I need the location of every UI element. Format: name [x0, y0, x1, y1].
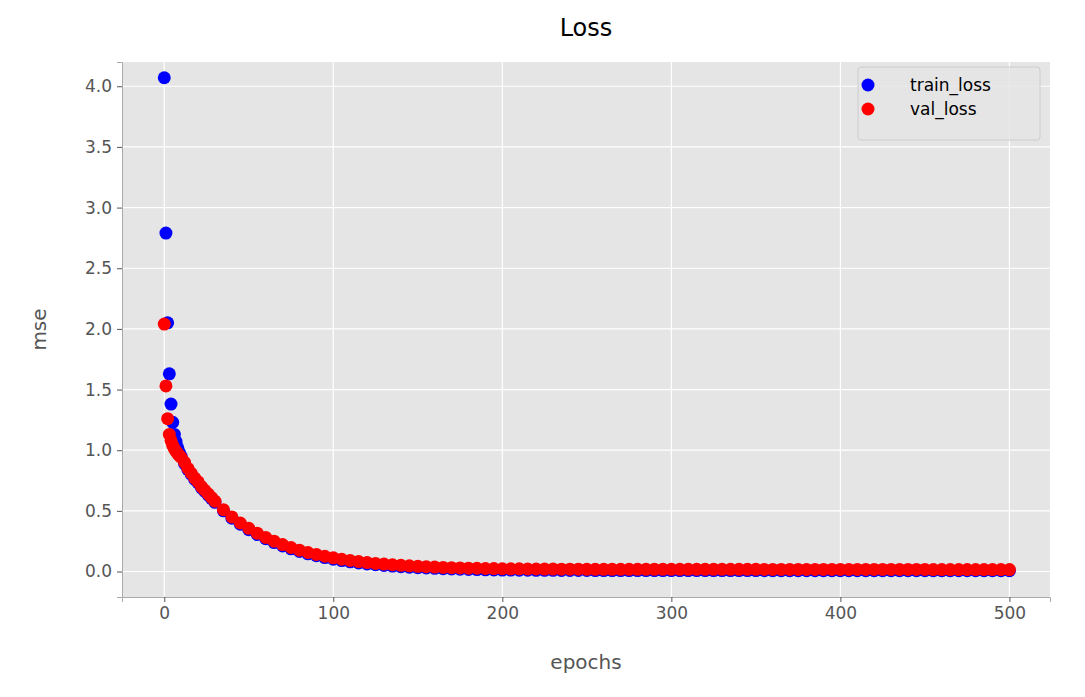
x-axis-tick-label: 0: [159, 603, 170, 623]
legend-label: train_loss: [910, 75, 991, 96]
x-axis-tick: 500: [994, 597, 1026, 623]
y-axis-tick-label: 1.0: [85, 440, 112, 460]
y-axis-tick-label: 0.5: [85, 501, 112, 521]
grid-line-x: [840, 62, 841, 597]
grid-line-x: [333, 62, 334, 597]
x-axis-tick-mark: [333, 597, 334, 602]
y-axis-tick: 1.0: [85, 440, 122, 460]
legend-marker: [862, 103, 875, 116]
title: Loss: [560, 14, 613, 42]
y-axis-tick-label: 1.5: [85, 379, 112, 399]
y-axis-tick-mark: [117, 147, 122, 148]
grid-line-y: [122, 146, 1050, 147]
y-axis-tick-mark: [117, 450, 122, 451]
grid-line-x: [1009, 62, 1010, 597]
x-axis-tick: 400: [825, 597, 857, 623]
point: [158, 318, 171, 331]
y-axis-line: [117, 63, 123, 598]
grid-line-y: [122, 328, 1050, 329]
x-axis-tick-mark: [671, 597, 672, 602]
series-val-loss: [158, 318, 1016, 577]
legend-box: [858, 67, 1040, 140]
grid-line-y: [122, 268, 1050, 269]
grid-line-y: [122, 389, 1050, 390]
y-axis-tick: 3.5: [85, 137, 122, 157]
y-axis-tick: 0.5: [85, 501, 122, 521]
grid-line-x: [502, 62, 503, 597]
x-axis-tick-label: 200: [487, 603, 519, 623]
legend-marker: [862, 79, 875, 92]
y-axis-tick-label: 0.0: [85, 561, 112, 581]
grid-line-y: [122, 207, 1050, 208]
y-axis-tick-mark: [117, 390, 122, 391]
point: [161, 412, 174, 425]
point: [159, 227, 172, 240]
x-axis-tick: 0: [159, 597, 170, 623]
point: [159, 379, 172, 392]
x-axis-tick-label: 100: [318, 603, 350, 623]
y-axis-tick-mark: [117, 208, 122, 209]
marks: [158, 71, 1016, 577]
x-axis-title: epochs: [550, 650, 621, 674]
y-axis-tick-label: 2.0: [85, 319, 112, 339]
grid-line-x: [671, 62, 672, 597]
chart: 0 100 200 300 400 500 0.0 0.5 1.0 1.5 2.0 2.5 3.0 3.5…: [0, 0, 1085, 697]
y-axis-tick-label: 4.0: [85, 76, 112, 96]
series-train-loss: [158, 71, 1016, 577]
x-axis-tick-mark: [840, 597, 841, 602]
y-axis-tick-label: 3.0: [85, 198, 112, 218]
x-axis-tick-label: 400: [825, 603, 857, 623]
x-axis: 0 100 200 300 400 500: [123, 597, 1051, 623]
y-axis-tick-mark: [117, 329, 122, 330]
x-axis-tick: 200: [487, 597, 519, 623]
x-axis-tick-mark: [502, 597, 503, 602]
y-axis-tick: 1.5: [85, 379, 122, 399]
x-axis-tick-label: 500: [994, 603, 1026, 623]
y-axis-tick: 2.0: [85, 319, 122, 339]
y-axis-tick-label: 2.5: [85, 258, 112, 278]
y-axis-tick-mark: [117, 268, 122, 269]
grid: [122, 62, 1050, 597]
grid-line-y: [122, 510, 1050, 511]
y-axis-tick: 4.0: [85, 76, 122, 96]
point: [163, 367, 176, 380]
point: [165, 398, 178, 411]
y-axis-tick: 3.0: [85, 198, 122, 218]
legend: train_loss val_loss: [858, 67, 1040, 140]
grid-line-y: [122, 450, 1050, 451]
x-axis-tick-mark: [1009, 597, 1010, 602]
legend-label: val_loss: [910, 99, 977, 120]
y-axis: 0.0 0.5 1.0 1.5 2.0 2.5 3.0 3.5 4.0: [85, 63, 123, 598]
x-axis-line: [123, 598, 1051, 603]
x-axis-tick-label: 300: [656, 603, 688, 623]
y-axis-tick: 2.5: [85, 258, 122, 278]
y-axis-tick-mark: [117, 572, 122, 573]
y-axis-title: mse: [27, 308, 51, 350]
y-axis-tick-mark: [117, 86, 122, 87]
plot: 0 100 200 300 400 500 0.0 0.5 1.0 1.5 2.0 2.5 3.0 3.5…: [85, 62, 1051, 623]
x-axis-tick: 100: [318, 597, 350, 623]
plot-background: [122, 62, 1050, 597]
y-axis-tick-label: 3.5: [85, 137, 112, 157]
y-axis-tick: 0.0: [85, 561, 122, 581]
point: [158, 71, 171, 84]
point: [1003, 563, 1016, 576]
y-axis-tick-mark: [117, 511, 122, 512]
x-axis-tick: 300: [656, 597, 688, 623]
x-axis-tick-mark: [164, 597, 165, 602]
